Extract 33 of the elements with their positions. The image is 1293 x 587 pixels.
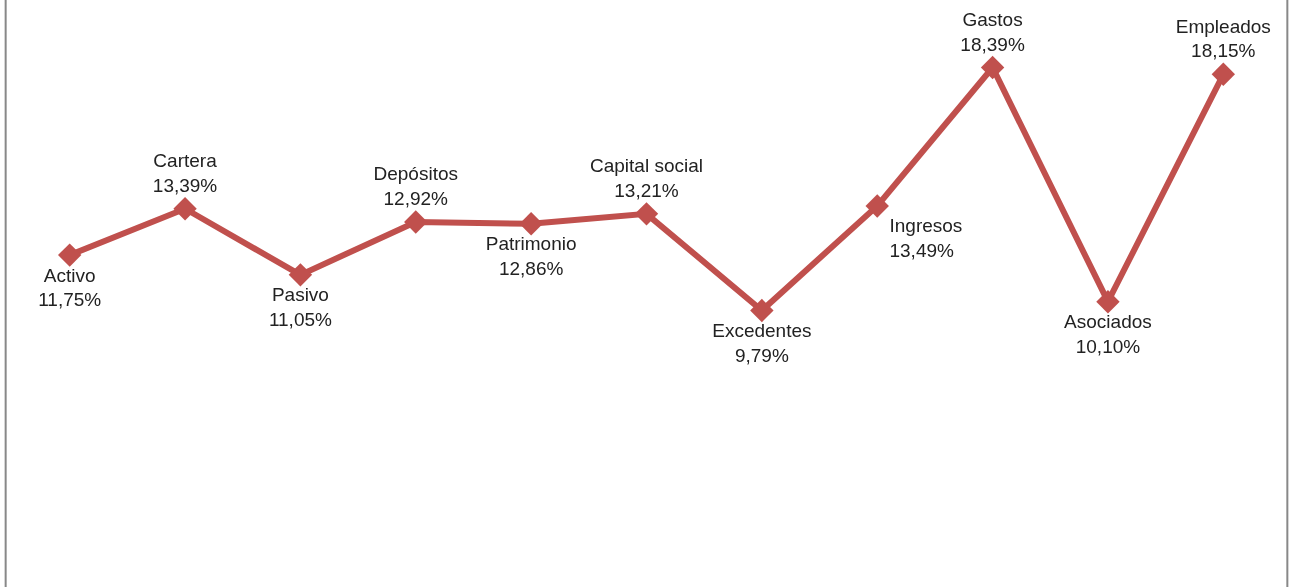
data-label: 12,86% xyxy=(498,257,564,279)
data-label: 13,21% xyxy=(614,179,679,201)
point xyxy=(1096,290,1120,314)
point xyxy=(404,210,428,234)
x-tick-label: Empleados xyxy=(1175,15,1271,37)
x-tick-label: Ingresos xyxy=(889,215,963,237)
x-tick-label: Depósitos xyxy=(373,163,459,185)
x-tick-label: Patrimonio xyxy=(485,233,577,255)
x-tick-label: Excedentes xyxy=(712,319,812,341)
data-label: 13,49% xyxy=(889,240,955,262)
x-tick-label: Cartera xyxy=(153,150,218,172)
x-tick-label: Activo xyxy=(43,264,96,286)
data-label: 18,39% xyxy=(960,33,1025,55)
data-label: 9,79% xyxy=(734,344,789,366)
point xyxy=(980,55,1005,80)
data-label: 18,15% xyxy=(1191,40,1256,62)
point xyxy=(519,212,543,236)
data-label: 10,10% xyxy=(1075,335,1141,357)
x-tick-label: Pasivo xyxy=(271,284,329,306)
x-tick-label: Capital social xyxy=(590,155,703,177)
point xyxy=(57,243,82,267)
data-label: 11,75% xyxy=(38,289,102,311)
data-label: 13,39% xyxy=(152,174,218,196)
point xyxy=(173,197,197,221)
data-label: 12,92% xyxy=(383,188,449,210)
x-tick-label: Gastos xyxy=(962,8,1023,30)
point xyxy=(1211,62,1236,87)
point xyxy=(634,202,659,226)
point xyxy=(865,194,889,218)
point xyxy=(288,263,313,287)
x-tick-label: Asociados xyxy=(1064,311,1152,333)
data-label: 11,05% xyxy=(268,309,333,331)
point xyxy=(750,298,774,323)
